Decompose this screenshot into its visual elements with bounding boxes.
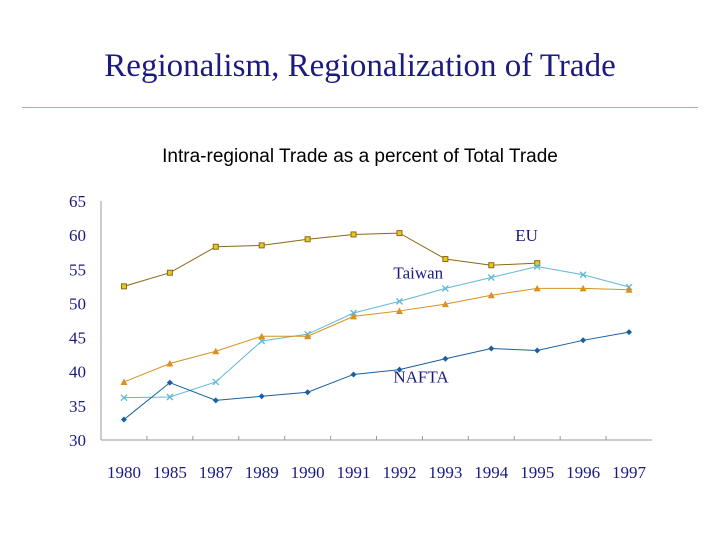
data-point: [304, 389, 311, 396]
data-point: [396, 366, 403, 373]
data-point: [166, 360, 174, 367]
y-tick-label: 30: [69, 431, 86, 450]
series-line: [123, 266, 630, 399]
data-point: [580, 337, 587, 344]
data-point: [533, 284, 541, 292]
data-point: [120, 416, 127, 423]
series-annotation: Taiwan: [393, 264, 443, 283]
data-point: [350, 231, 357, 238]
data-point: [258, 332, 266, 340]
data-point: [166, 393, 174, 401]
data-point: [487, 274, 495, 281]
x-tick-label: 1980: [107, 463, 141, 482]
data-point: [626, 329, 633, 336]
data-point: [579, 284, 587, 292]
x-tick-label: 1987: [199, 463, 234, 482]
data-point: [441, 300, 449, 308]
data-point: [166, 379, 173, 386]
data-point: [534, 347, 541, 354]
data-point: [212, 243, 219, 250]
y-tick-label: 50: [69, 294, 86, 313]
slide-title: Regionalism, Regionalization of Trade: [104, 48, 616, 84]
series-annotation: NAFTA: [393, 367, 449, 386]
data-point: [120, 378, 128, 385]
data-point: [441, 284, 449, 292]
y-tick-label: 45: [69, 329, 86, 348]
data-point: [395, 307, 403, 314]
data-point: [258, 242, 265, 249]
series-line: [123, 232, 538, 287]
data-point: [304, 236, 311, 243]
x-tick-label: 1985: [153, 463, 187, 482]
y-tick-label: 55: [69, 260, 86, 279]
x-tick-label: 1995: [520, 463, 554, 482]
x-tick-label: 1990: [291, 463, 325, 482]
data-point: [488, 345, 495, 352]
x-tick-label: 1992: [382, 463, 416, 482]
data-point: [487, 291, 495, 299]
data-point: [212, 347, 220, 355]
data-point: [442, 355, 449, 362]
title-divider: [22, 107, 698, 108]
x-tick-label: 1991: [337, 463, 371, 482]
y-tick-label: 35: [69, 397, 86, 416]
y-tick-label: 65: [69, 192, 86, 211]
x-tick-label: 1996: [566, 463, 600, 482]
series-line: [123, 287, 630, 383]
chart-title: Intra-regional Trade as a percent of Tot…: [162, 146, 558, 167]
x-tick-label: 1997: [612, 463, 647, 482]
data-point: [533, 263, 541, 271]
data-point: [350, 371, 357, 378]
data-point: [166, 269, 173, 276]
x-tick-label: 1994: [474, 463, 509, 482]
x-tick-label: 1989: [245, 463, 279, 482]
data-point: [395, 297, 403, 305]
data-point: [442, 256, 449, 263]
data-point: [212, 378, 220, 386]
data-point: [396, 230, 403, 237]
y-tick-label: 60: [69, 226, 86, 245]
data-point: [488, 262, 495, 269]
x-tick-label: 1993: [428, 463, 462, 482]
data-point: [212, 397, 219, 404]
series-annotation: EU: [515, 226, 538, 245]
series-line: [123, 331, 630, 420]
data-point: [350, 312, 358, 320]
data-point: [120, 283, 127, 290]
data-point: [304, 332, 312, 340]
data-point: [120, 394, 128, 402]
data-point: [258, 393, 265, 400]
y-tick-label: 40: [69, 363, 86, 382]
data-point: [625, 286, 633, 293]
data-point: [579, 271, 587, 279]
